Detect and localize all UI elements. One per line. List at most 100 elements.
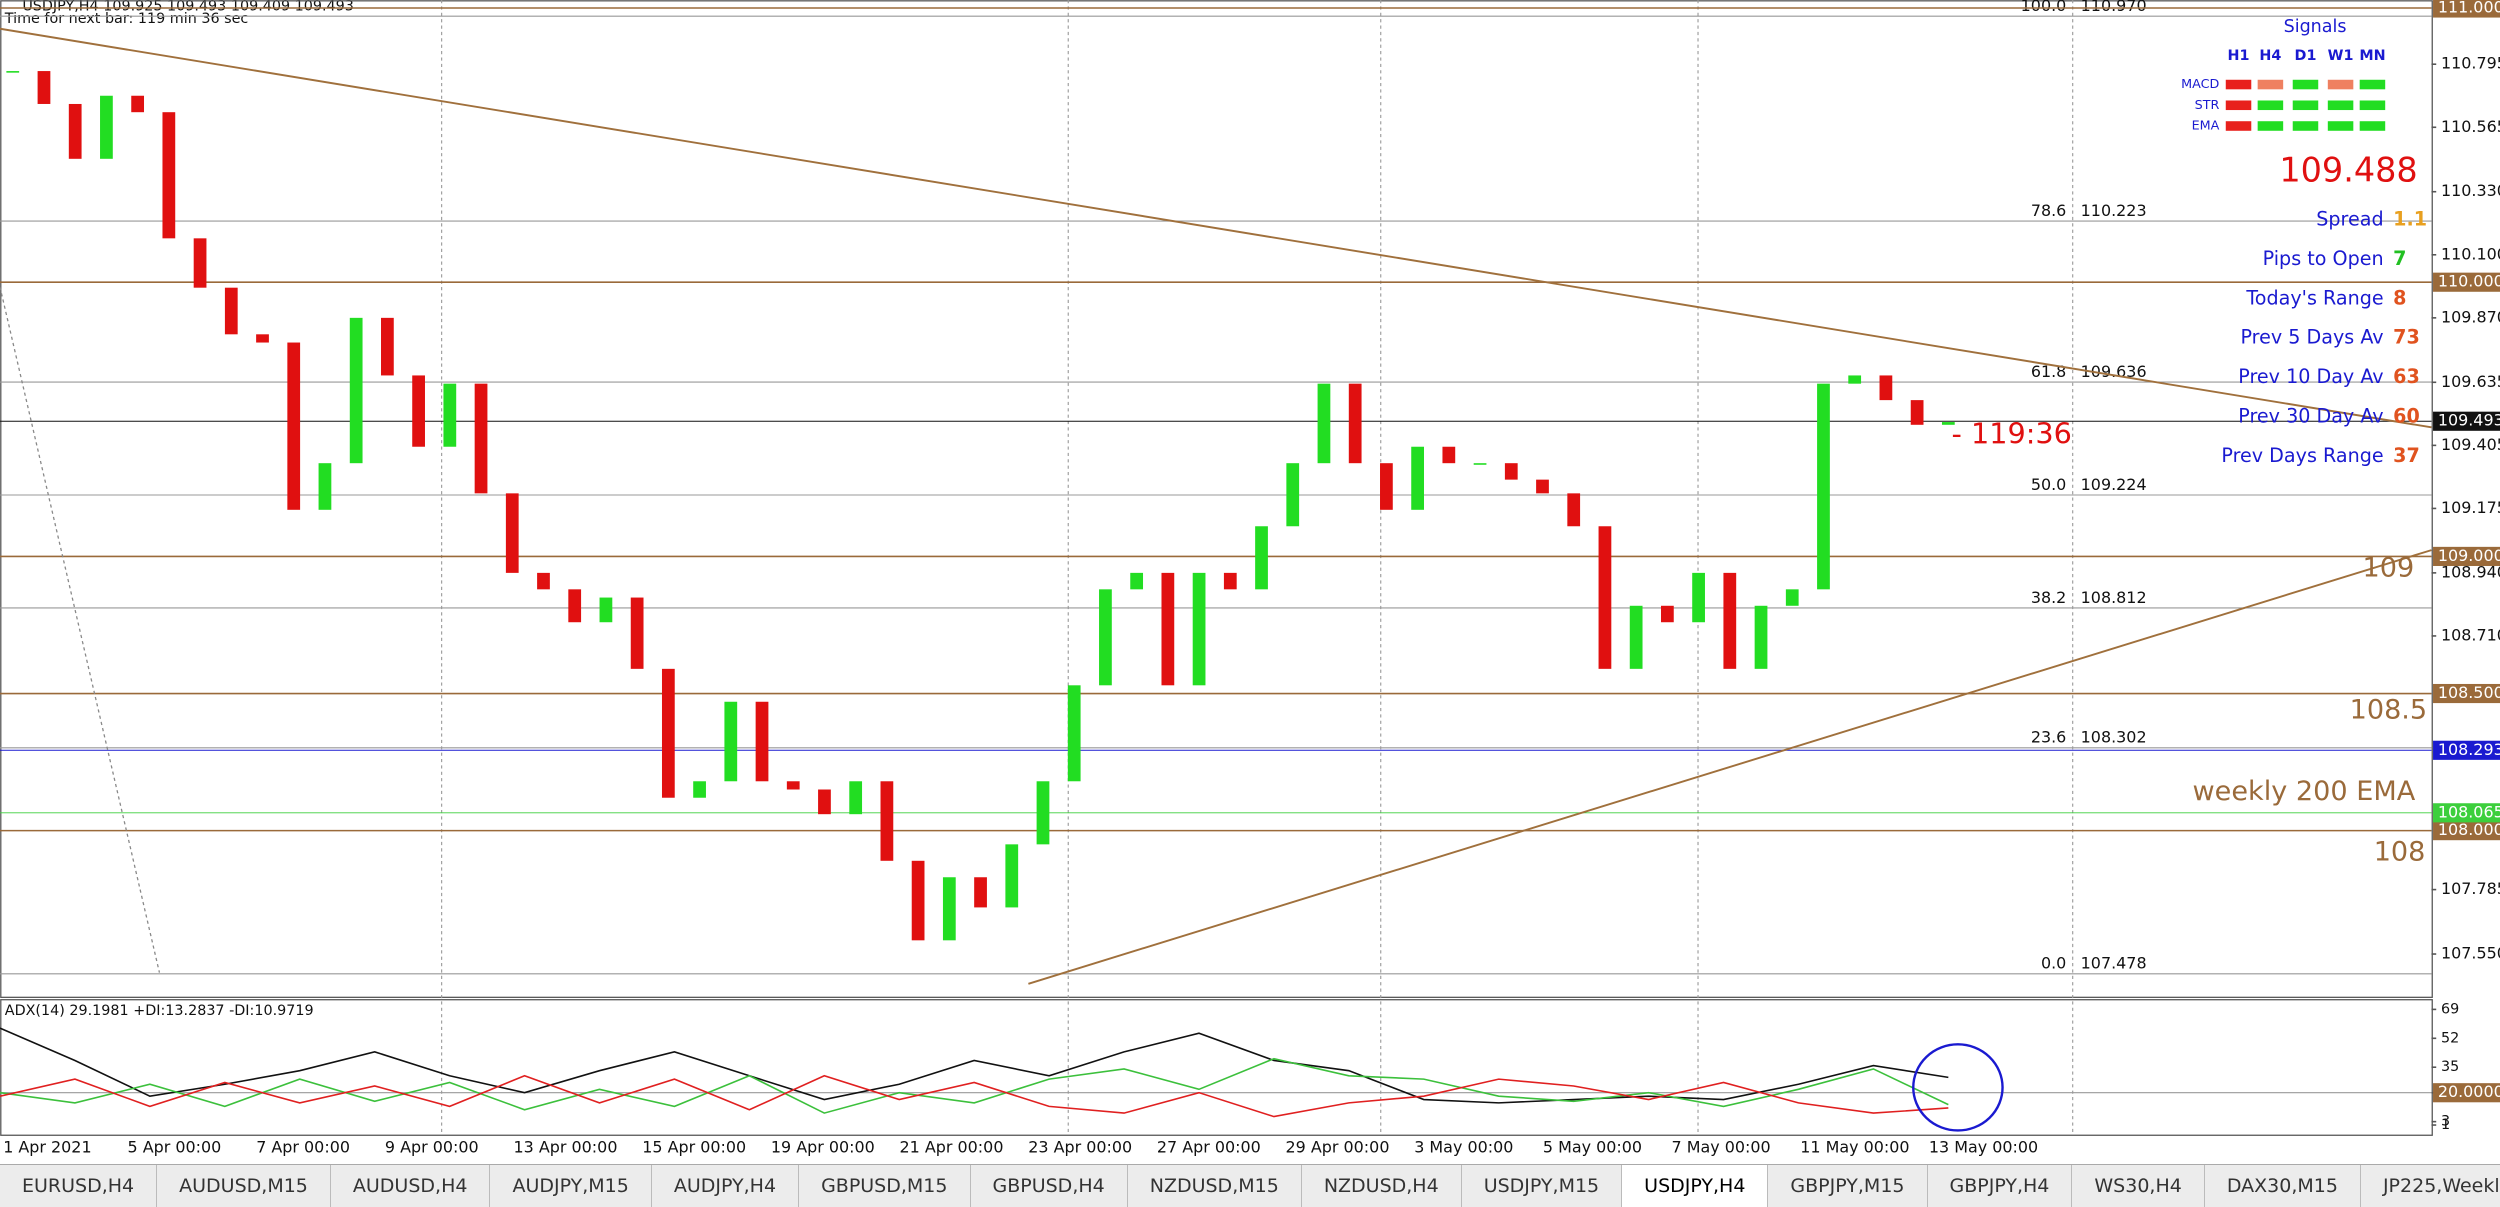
- tab[interactable]: GBPJPY,H4: [1928, 1165, 2073, 1207]
- signal-block: [2225, 100, 2252, 111]
- x-label: 23 Apr 00:00: [1028, 1138, 1132, 1157]
- tab[interactable]: AUDUSD,H4: [331, 1165, 491, 1207]
- signal-block: [2359, 100, 2386, 111]
- signal-row-label: MACD: [2181, 77, 2219, 92]
- candle: [474, 383, 488, 494]
- candle: [849, 781, 863, 815]
- candle: [818, 789, 831, 815]
- x-label: 3 May 00:00: [1414, 1138, 1513, 1157]
- adx-line: [0, 1027, 1949, 1104]
- candle: [287, 342, 301, 510]
- stat-label: Prev 5 Days Av: [2240, 326, 2383, 349]
- x-label: 9 Apr 00:00: [385, 1138, 479, 1157]
- tab[interactable]: AUDUSD,M15: [157, 1165, 331, 1207]
- tab[interactable]: USDJPY,M15: [1462, 1165, 1623, 1207]
- candle: [724, 701, 738, 782]
- candle: [599, 597, 613, 623]
- y-tick-label: 109.870: [2441, 307, 2500, 326]
- tab[interactable]: GBPUSD,H4: [971, 1165, 1128, 1207]
- tab[interactable]: AUDJPY,H4: [652, 1165, 800, 1207]
- fib-price: 108.302: [2081, 728, 2147, 747]
- candle: [1723, 572, 1737, 669]
- tab[interactable]: AUDJPY,M15: [490, 1165, 652, 1207]
- stat-value: 73: [2393, 326, 2420, 349]
- level-box: [2433, 272, 2500, 292]
- fib-price: 108.812: [2081, 588, 2147, 607]
- level-box: [2433, 0, 2500, 18]
- stat-label: Prev 10 Day Av: [2238, 365, 2383, 388]
- x-label: 13 Apr 00:00: [514, 1138, 618, 1157]
- stat-label: Spread: [2316, 208, 2383, 231]
- signal-column: MN: [2359, 48, 2385, 64]
- signal-block: [2292, 100, 2319, 111]
- y-tick-label: 110.330: [2441, 181, 2500, 200]
- level-label: 108.000: [2438, 820, 2500, 839]
- y-tick-label: 109.635: [2441, 372, 2500, 391]
- candle: [1567, 493, 1581, 527]
- candle: [537, 572, 550, 590]
- signal-block: [2327, 121, 2354, 131]
- level-label: 108.500: [2438, 683, 2500, 702]
- fib-price: 109.636: [2081, 362, 2147, 381]
- candle: [661, 668, 675, 798]
- adx-tick-label: 3: [2441, 1114, 2450, 1130]
- annotation: weekly 200 EMA: [2193, 776, 2416, 807]
- candle: [162, 112, 176, 239]
- candle: [1442, 446, 1456, 464]
- stat-value: 37: [2393, 444, 2420, 467]
- candle: [1785, 589, 1799, 606]
- tab[interactable]: EURUSD,H4: [0, 1165, 158, 1207]
- y-tick-label: 108.940: [2441, 562, 2500, 581]
- tab[interactable]: JP225,Weekly: [2361, 1165, 2500, 1207]
- stat-value: 8: [2393, 286, 2406, 309]
- candle: [1005, 844, 1019, 908]
- marker-label: 108.293: [2438, 740, 2500, 759]
- candle: [412, 375, 425, 447]
- tab[interactable]: NZDUSD,H4: [1302, 1165, 1462, 1207]
- candle: [37, 71, 51, 104]
- candle: [911, 860, 925, 941]
- candle: [1660, 605, 1674, 623]
- candle: [1223, 572, 1237, 590]
- tab[interactable]: DAX30,M15: [2205, 1165, 2361, 1207]
- x-label: 15 Apr 00:00: [642, 1138, 746, 1157]
- marker-box: [2433, 740, 2500, 760]
- marker-box: [2433, 411, 2500, 431]
- fib-price: 109.224: [2081, 475, 2147, 494]
- y-tick-label: 110.100: [2441, 244, 2500, 263]
- candle: [505, 493, 519, 573]
- tab[interactable]: GBPJPY,M15: [1768, 1165, 1928, 1207]
- x-label: 11 May 00:00: [1800, 1138, 1909, 1157]
- candle: [1192, 572, 1206, 686]
- signal-block: [2359, 79, 2386, 90]
- tab-bar: EURUSD,H4 AUDUSD,M15 AUDUSD,H4 AUDJPY,M15 AU…: [0, 1164, 2500, 1207]
- stat-label: Today's Range: [2245, 286, 2383, 309]
- candle: [1161, 572, 1175, 686]
- candle: [256, 334, 269, 343]
- y-tick-label: 107.550: [2441, 944, 2500, 963]
- fib-level: 38.2: [2031, 588, 2067, 607]
- highlight-circle: [1912, 1043, 2004, 1132]
- candle: [68, 103, 82, 159]
- y-tick-label: 109.175: [2441, 498, 2500, 517]
- candle: [318, 463, 332, 510]
- tab[interactable]: WS30,H4: [2072, 1165, 2205, 1207]
- tab[interactable]: USDJPY,H4: [1622, 1165, 1769, 1207]
- signal-block: [2225, 121, 2252, 131]
- candle: [224, 287, 238, 335]
- tab[interactable]: NZDUSD,M15: [1128, 1165, 1302, 1207]
- candle: [1629, 605, 1643, 669]
- candle: [1598, 526, 1612, 669]
- level-label: 110.000: [2438, 272, 2500, 291]
- candle: [1255, 526, 1268, 590]
- candle: [880, 781, 894, 861]
- trend-line: [0, 286, 161, 973]
- signal-block: [2257, 79, 2284, 90]
- y-tick-label: 107.785: [2441, 879, 2500, 898]
- x-label: 7 Apr 00:00: [256, 1138, 350, 1157]
- signal-block: [2327, 100, 2354, 111]
- annotation: 108.5: [2350, 695, 2428, 726]
- trend-line: [1028, 549, 2432, 985]
- tab[interactable]: GBPUSD,M15: [799, 1165, 971, 1207]
